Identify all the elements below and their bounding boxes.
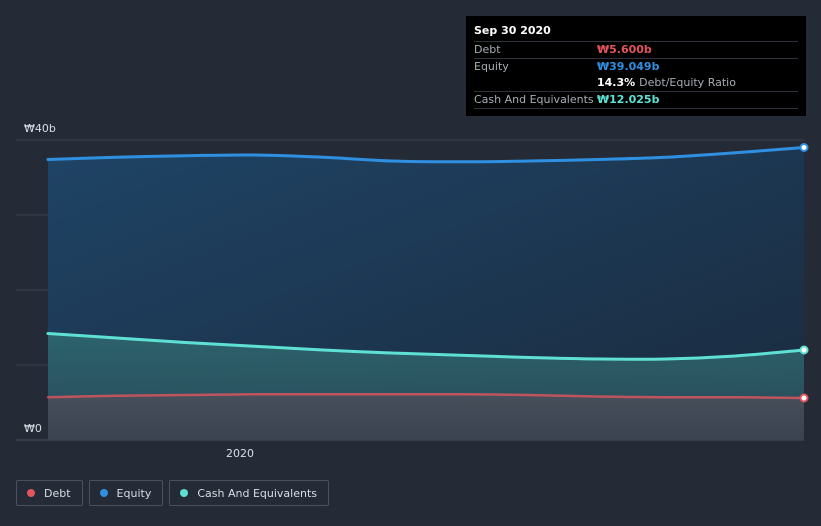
tooltip-row-debt: Debt ₩5.600b — [474, 41, 798, 58]
tooltip-date: Sep 30 2020 — [474, 24, 551, 37]
tooltip-row-cash: Cash And Equivalents ₩12.025b — [474, 91, 798, 109]
legend-equity-label: Equity — [116, 486, 152, 500]
cash-end-marker — [799, 345, 809, 355]
y-tick-label-top: ₩40b — [24, 122, 56, 135]
legend-cash-label: Cash And Equivalents — [197, 486, 317, 500]
legend-item-equity[interactable]: Equity — [88, 480, 164, 506]
tooltip-debt-label: Debt — [474, 43, 501, 56]
tooltip-cash-value: ₩12.025b — [597, 93, 660, 106]
cash-line — [46, 332, 806, 361]
debt-dot-icon — [27, 489, 35, 497]
series-lines — [46, 146, 806, 400]
legend-item-debt[interactable]: Debt — [16, 480, 83, 506]
tooltip-equity-label: Equity — [474, 60, 509, 73]
legend-debt-label: Debt — [44, 486, 71, 500]
equity-end-marker — [799, 143, 809, 152]
tooltip-ratio-label: Debt/Equity Ratio — [639, 76, 736, 89]
legend-item-cash[interactable]: Cash And Equivalents — [169, 480, 329, 506]
x-tick-label-2020: 2020 — [226, 447, 254, 460]
tooltip-panel: Sep 30 2020 Debt ₩5.600b Equity ₩39.049b… — [466, 16, 806, 116]
equity-line — [46, 146, 806, 164]
debt-line — [46, 392, 806, 400]
tooltip-debt-value: ₩5.600b — [597, 43, 652, 56]
y-tick-label-bottom: ₩0 — [24, 422, 42, 435]
cash-dot-icon — [180, 489, 189, 497]
axes: ₩40b ₩0 2020 — [24, 122, 254, 460]
debt-area — [48, 394, 804, 440]
tooltip-cash-label: Cash And Equivalents — [474, 93, 594, 106]
tooltip-ratio-value: 14.3% — [597, 76, 636, 89]
debt-end-marker — [799, 393, 809, 403]
end-markers — [799, 143, 809, 403]
tooltip-equity-value: ₩39.049b — [597, 60, 660, 73]
tooltip-row-equity: Equity ₩39.049b — [474, 58, 798, 75]
equity-dot-icon — [99, 489, 108, 497]
tooltip-row-ratio: 14.3% Debt/Equity Ratio — [474, 75, 798, 91]
legend: Debt Equity Cash And Equivalents — [16, 480, 329, 506]
